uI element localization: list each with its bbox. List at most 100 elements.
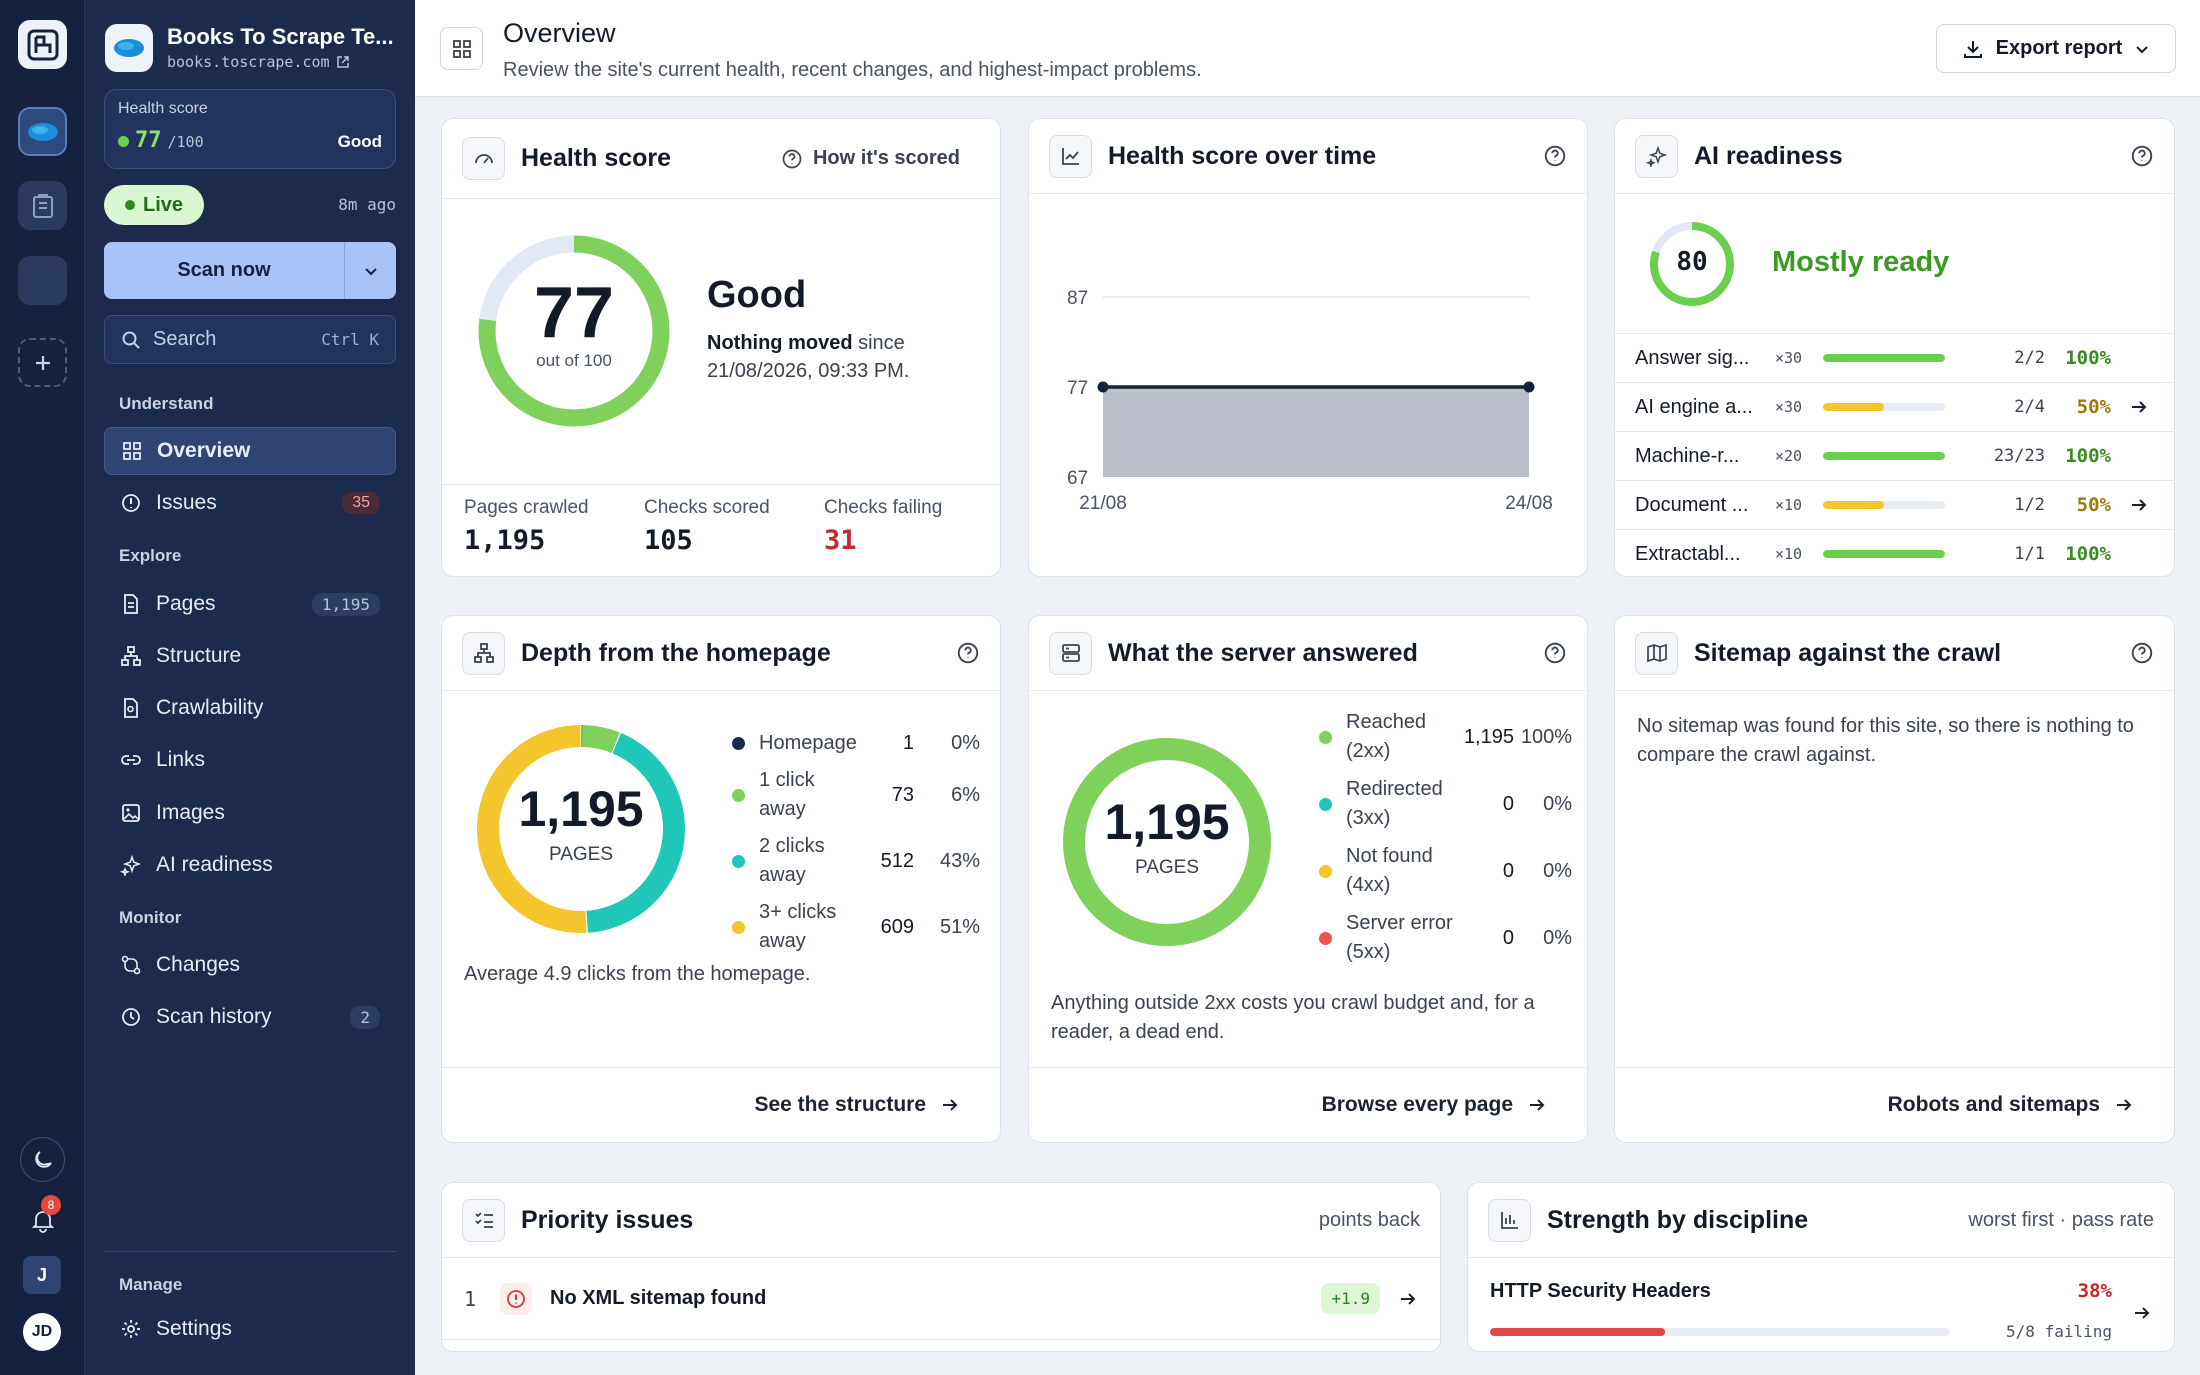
stat-value: 1,195: [464, 525, 546, 556]
arrow-right-icon: [1401, 1292, 1416, 1305]
ai-check-ratio: 1/1: [2014, 544, 2045, 564]
ai-check-row[interactable]: Extractabl... ×10 1/1 100%: [1615, 529, 2174, 576]
ai-check-ratio: 23/23: [1993, 446, 2045, 466]
y-tick-label: 77: [1067, 378, 1088, 399]
theme-toggle-icon[interactable]: [20, 1137, 65, 1182]
chevron-down-icon: [364, 267, 377, 275]
help-circle-icon[interactable]: [2130, 641, 2154, 665]
arrow-right-icon: [2117, 1099, 2132, 1111]
export-report-button[interactable]: Export report: [1936, 24, 2176, 73]
site-title[interactable]: Books To Scrape Te...: [167, 24, 394, 49]
nav-images-label: Images: [156, 801, 225, 824]
nav-settings[interactable]: Settings: [104, 1305, 396, 1353]
stat-pages-crawled: Pages crawled 1,195: [464, 497, 589, 556]
depth-donut-chart: [477, 725, 685, 933]
depth-title: Depth from the homepage: [521, 638, 831, 667]
page-title: Overview: [503, 18, 616, 48]
strength-row[interactable]: HTTP Security Headers 38% 5/8 failing: [1468, 1258, 2174, 1351]
legend-pct: 0%: [951, 732, 980, 754]
strength-failing: 5/8 failing: [2006, 1322, 2112, 1341]
live-badge[interactable]: Live: [104, 185, 204, 225]
priority-title: Priority issues: [521, 1205, 694, 1234]
health-score-card[interactable]: Health score 77 /100 Good: [104, 89, 396, 169]
notifications-bell-icon[interactable]: 8: [18, 1195, 67, 1244]
nav-overview[interactable]: Overview: [104, 427, 396, 475]
overview-grid-icon: [440, 27, 483, 70]
strength-right-label: worst first · pass rate: [1968, 1208, 2154, 1231]
nav-overview-label: Overview: [157, 439, 251, 462]
page-header: Overview Review the site's current healt…: [415, 0, 2200, 97]
nav-pages[interactable]: Pages 1,195: [104, 580, 396, 628]
legend-count: 0: [1502, 792, 1514, 815]
health-over-time-panel: Health score over time 87 77 67 21/08 24/08: [1028, 118, 1588, 577]
site-switch-books-icon[interactable]: [18, 107, 67, 156]
server-panel: What the server answered 1,195 PAGES Rea…: [1028, 615, 1588, 1143]
add-site-icon[interactable]: [18, 338, 67, 387]
app-logo-icon[interactable]: [18, 20, 67, 69]
legend-label: Not found (4xx): [1346, 845, 1433, 896]
area-fill: [1103, 387, 1529, 477]
user-initial-badge[interactable]: J: [23, 1256, 61, 1294]
clock-icon: [122, 1008, 140, 1026]
ai-check-row[interactable]: Document ... ×10 1/2 50%: [1615, 480, 2174, 529]
live-dot: [124, 200, 135, 210]
nav-structure[interactable]: Structure: [104, 632, 396, 680]
image-icon: [122, 804, 140, 822]
nav-changes[interactable]: Changes: [104, 941, 396, 989]
ai-check-pct: 50%: [2076, 396, 2111, 418]
browse-every-page-link[interactable]: Browse every page: [1029, 1067, 1587, 1142]
external-link-icon: [336, 56, 349, 68]
section-understand: Understand: [119, 394, 214, 413]
help-circle-icon[interactable]: [1543, 641, 1567, 665]
robots-sitemaps-link[interactable]: Robots and sitemaps: [1615, 1067, 2174, 1142]
scan-options-dropdown[interactable]: [344, 242, 396, 299]
see-structure-label: See the structure: [754, 1093, 926, 1116]
health-score-ring: [478, 235, 670, 427]
health-over-time-chart: 87 77 67 21/08 24/08: [1067, 288, 1553, 514]
legend-dot: [732, 920, 745, 934]
priority-right-label: points back: [1318, 1208, 1420, 1231]
help-circle-icon[interactable]: [2130, 144, 2154, 168]
server-note: Anything outside 2xx costs you crawl bud…: [1051, 992, 1535, 1043]
ai-check-row[interactable]: AI engine a... ×30 2/4 50%: [1615, 382, 2174, 431]
legend-dot: [732, 854, 745, 868]
nav-links[interactable]: Links: [104, 736, 396, 784]
ai-score-value: 80: [1676, 247, 1708, 277]
site-switch-third-icon[interactable]: [18, 256, 67, 305]
stat-checks-scored: Checks scored 105: [644, 497, 770, 556]
ai-check-name: AI engine a...: [1635, 395, 1753, 418]
arrow-right-icon: [1530, 1099, 1545, 1111]
nav-ai-readiness[interactable]: AI readiness: [104, 841, 396, 889]
server-icon: [1049, 631, 1092, 675]
issue-title: No XML sitemap found: [550, 1287, 767, 1309]
search-input[interactable]: Search Ctrl K: [104, 315, 396, 364]
legend-pct: 0%: [1543, 792, 1572, 815]
depth-total: 1,195: [518, 781, 644, 837]
avatar[interactable]: JD: [23, 1313, 61, 1351]
legend-count: 609: [880, 915, 914, 938]
nav-issues[interactable]: Issues 35: [104, 479, 396, 527]
nav-scan-history[interactable]: Scan history 2: [104, 993, 396, 1041]
legend-pct: 0%: [1543, 859, 1572, 882]
server-unit: PAGES: [1134, 857, 1200, 878]
how-its-scored-link[interactable]: How it's scored: [781, 147, 980, 170]
nav-images[interactable]: Images: [104, 789, 396, 837]
help-circle-icon[interactable]: [1543, 144, 1567, 168]
health-score-title: Health score: [521, 144, 672, 172]
see-structure-link[interactable]: See the structure: [442, 1067, 1000, 1142]
ai-check-bar: [1823, 501, 1945, 509]
site-url-link[interactable]: books.toscrape.com: [167, 53, 350, 71]
nav-crawlability[interactable]: Crawlability: [104, 684, 396, 732]
help-circle-icon[interactable]: [956, 641, 980, 665]
ai-check-row[interactable]: Machine-r... ×20 23/23 100%: [1615, 431, 2174, 480]
ai-readiness-panel: AI readiness 80 Mostly ready Answer sig.…: [1614, 118, 2175, 577]
ai-check-row[interactable]: Answer sig... ×30 2/2 100%: [1615, 333, 2174, 382]
ai-check-bar: [1823, 354, 1945, 362]
strength-item-name: HTTP Security Headers: [1490, 1280, 1711, 1302]
site-switch-second-icon[interactable]: [18, 181, 67, 230]
scan-now-button[interactable]: Scan now: [104, 242, 396, 299]
ai-check-bar: [1823, 550, 1945, 558]
nav-crawlability-label: Crawlability: [156, 696, 264, 719]
priority-issues-panel: Priority issues points back 1 No XML sit…: [441, 1182, 1441, 1352]
priority-issue-row[interactable]: 1 No XML sitemap found +1.9: [442, 1258, 1440, 1340]
